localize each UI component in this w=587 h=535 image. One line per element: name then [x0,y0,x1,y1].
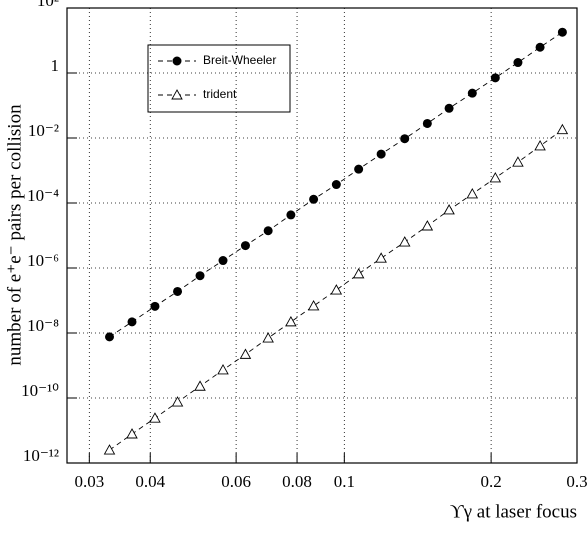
data-point [513,58,523,68]
data-point [354,164,364,174]
data-point [421,220,434,231]
x-tick-label: 0.2 [480,472,501,491]
data-point [467,88,477,98]
data-point [330,284,343,295]
data-point [103,444,116,455]
y-tick-label: 10⁻¹² [23,446,59,465]
data-point [239,348,252,359]
data-point [285,315,297,327]
data-point [150,301,160,311]
x-tick-label: 0.03 [74,472,104,491]
data-point [217,364,229,375]
legend-marker [172,56,182,66]
data-point [375,252,387,263]
data-point [171,396,184,407]
data-point [489,172,502,183]
data-point [398,236,411,247]
data-point [286,210,296,220]
y-tick-label: 1 [51,56,60,75]
data-point [262,332,274,343]
x-tick-label: 0.06 [221,472,251,491]
y-tick-label: 10⁻⁸ [27,316,59,335]
data-point [557,27,567,37]
data-point [195,271,205,281]
legend-label: trident [203,87,237,101]
plot-frame [66,7,578,464]
legend-marker [171,89,183,100]
data-point [127,317,137,327]
data-point [105,332,115,342]
legend-label: Breit-Wheeler [203,53,276,67]
data-point [218,256,228,266]
data-point [376,149,386,159]
data-point [444,103,454,113]
data-point [263,226,273,236]
data-point [352,267,365,279]
x-axis-label: ϒγ at laser focus [450,501,577,522]
data-point [331,180,341,190]
y-tick-label: 10⁻¹⁰ [21,381,59,400]
y-tick-label: 10⁻⁶ [27,251,59,270]
data-point [194,380,206,391]
legend [147,44,291,113]
data-point [400,134,410,144]
y-tick-label: 10⁻² [28,121,59,140]
data-point [307,300,320,311]
data-point [466,188,479,199]
data-point [443,204,455,215]
data-point [126,428,138,439]
data-point [556,123,569,135]
y-tick-label: 10² [37,0,59,10]
x-tick-label: 0.04 [135,472,165,491]
x-tick-label: 0.08 [282,472,312,491]
data-point [173,286,183,296]
series-line [109,129,563,451]
data-point [534,140,546,151]
data-point [512,156,524,167]
data-point [422,118,432,128]
y-axis-label: number of e⁺e⁻ pairs per collision [4,104,25,366]
y-tick-label: 10⁻⁴ [27,186,59,205]
x-tick-label: 0.3 [566,472,587,491]
data-point [490,73,500,83]
data-point [149,412,161,423]
data-point [535,42,545,52]
x-tick-label: 0.1 [334,472,355,491]
data-point [240,241,250,251]
data-point [309,194,319,204]
